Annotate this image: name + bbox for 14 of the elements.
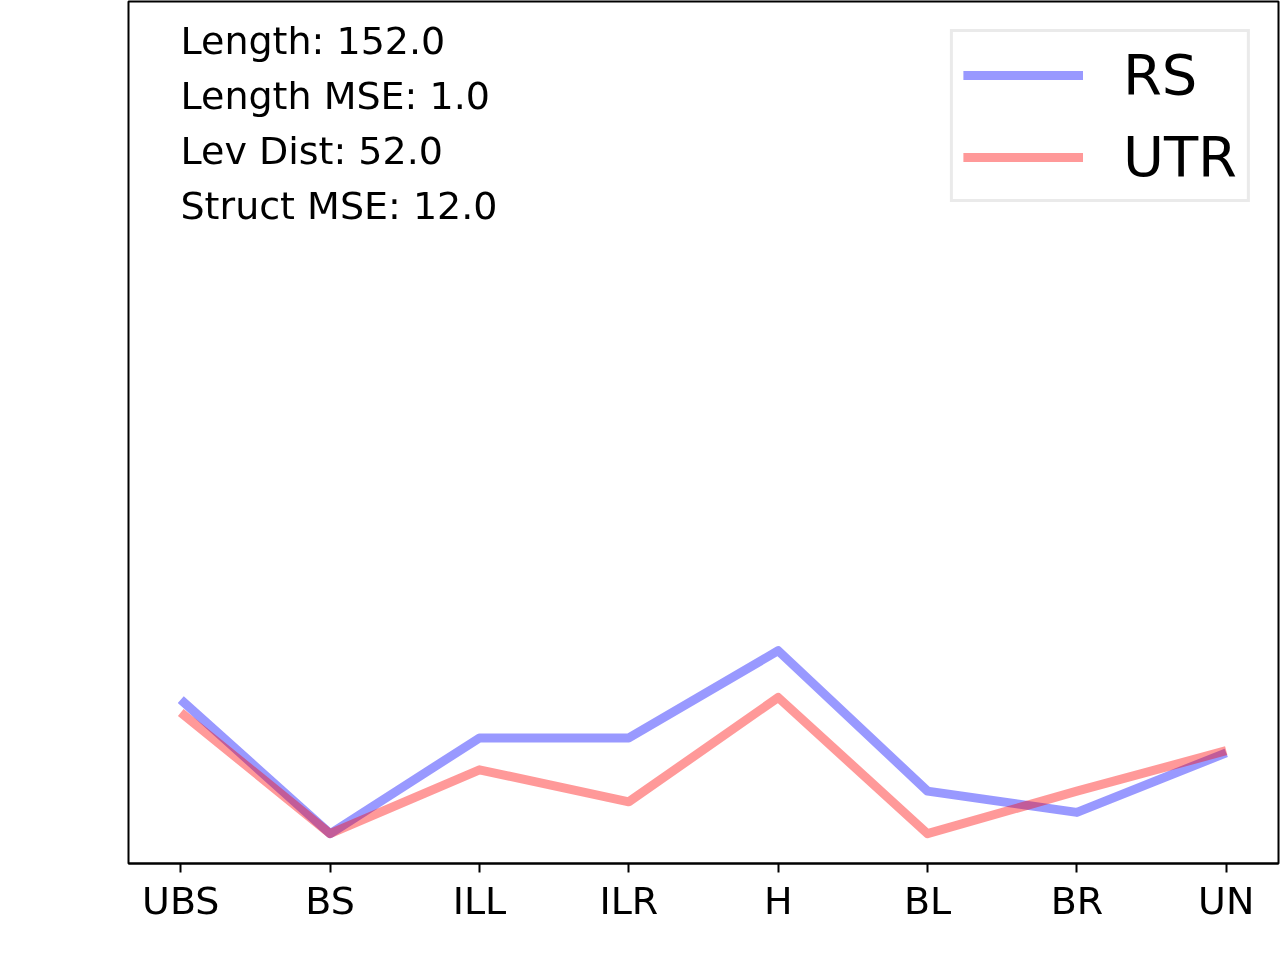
x-tick-label: ILR bbox=[599, 878, 659, 923]
text: Lev Dist: 52.0 bbox=[180, 129, 443, 174]
legend-label: UTR bbox=[1122, 124, 1237, 189]
x-tick-label: H bbox=[763, 878, 793, 923]
x-tick-label: BS bbox=[305, 878, 355, 923]
x-tick-label: BR bbox=[1050, 878, 1104, 923]
text: Length: 152.0 bbox=[180, 18, 446, 63]
text: Struct MSE: 12.0 bbox=[180, 184, 498, 229]
x-tick-label: BL bbox=[903, 878, 952, 923]
x-tick-label: UBS bbox=[142, 878, 220, 923]
x-tick-label: ILL bbox=[452, 878, 507, 923]
text: Length MSE: 1.0 bbox=[180, 73, 490, 118]
legend-label: RS bbox=[1122, 42, 1198, 107]
x-tick-label: UN bbox=[1198, 878, 1255, 923]
